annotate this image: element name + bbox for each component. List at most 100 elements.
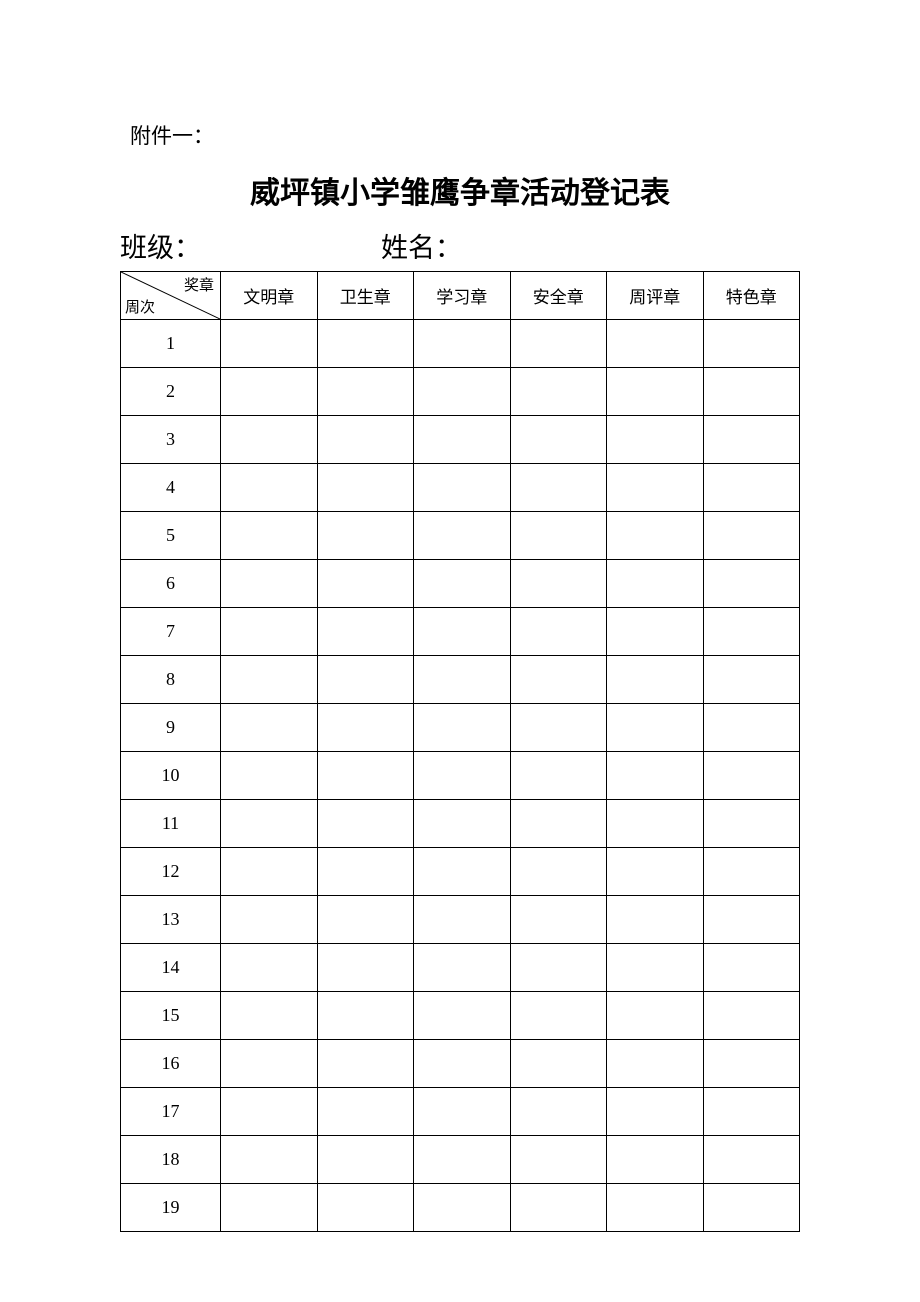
table-cell [414, 944, 511, 992]
table-cell [607, 1136, 704, 1184]
table-row: 9 [121, 704, 800, 752]
table-cell [317, 992, 414, 1040]
table-cell [703, 608, 800, 656]
table-row: 14 [121, 944, 800, 992]
table-cell [221, 1088, 318, 1136]
table-cell [510, 560, 607, 608]
table-row: 15 [121, 992, 800, 1040]
table-cell [221, 848, 318, 896]
table-cell [703, 896, 800, 944]
table-cell [510, 656, 607, 704]
table-cell [317, 608, 414, 656]
row-label-cell: 8 [121, 656, 221, 704]
table-cell [414, 416, 511, 464]
table-row: 6 [121, 560, 800, 608]
table-cell [510, 704, 607, 752]
table-cell [703, 1184, 800, 1232]
table-cell [317, 1184, 414, 1232]
table-row: 10 [121, 752, 800, 800]
table-cell [414, 464, 511, 512]
table-cell [317, 848, 414, 896]
column-header: 安全章 [510, 272, 607, 320]
table-cell [221, 800, 318, 848]
row-label-cell: 17 [121, 1088, 221, 1136]
table-cell [510, 1088, 607, 1136]
table-cell [414, 368, 511, 416]
table-cell [607, 1184, 704, 1232]
table-row: 13 [121, 896, 800, 944]
table-cell [414, 800, 511, 848]
table-cell [317, 704, 414, 752]
table-cell [414, 560, 511, 608]
table-cell [703, 704, 800, 752]
row-label-cell: 15 [121, 992, 221, 1040]
table-cell [317, 464, 414, 512]
table-cell [607, 896, 704, 944]
table-cell [414, 1088, 511, 1136]
table-row: 18 [121, 1136, 800, 1184]
row-label-cell: 13 [121, 896, 221, 944]
table-cell [414, 656, 511, 704]
row-label-cell: 5 [121, 512, 221, 560]
table-cell [607, 1088, 704, 1136]
table-cell [510, 896, 607, 944]
table-cell [317, 944, 414, 992]
table-cell [221, 896, 318, 944]
table-cell [414, 896, 511, 944]
table-cell [221, 704, 318, 752]
table-cell [221, 1184, 318, 1232]
row-label-cell: 3 [121, 416, 221, 464]
table-cell [317, 416, 414, 464]
row-label-cell: 11 [121, 800, 221, 848]
table-row: 16 [121, 1040, 800, 1088]
page-title: 威坪镇小学雏鹰争章活动登记表 [120, 168, 800, 212]
table-cell [221, 416, 318, 464]
row-label-cell: 19 [121, 1184, 221, 1232]
table-cell [703, 800, 800, 848]
table-cell [607, 704, 704, 752]
table-cell [221, 560, 318, 608]
table-cell [607, 560, 704, 608]
table-cell [510, 512, 607, 560]
attachment-label: 附件一： [130, 120, 800, 150]
table-cell [607, 800, 704, 848]
table-cell [703, 752, 800, 800]
table-cell [510, 848, 607, 896]
form-fields: 班级： 姓名： [120, 226, 800, 265]
table-header-row: 奖章 周次 文明章 卫生章 学习章 安全章 周评章 特色章 [121, 272, 800, 320]
table-row: 11 [121, 800, 800, 848]
table-cell [703, 1088, 800, 1136]
table-cell [607, 1040, 704, 1088]
row-label-cell: 12 [121, 848, 221, 896]
table-cell [317, 896, 414, 944]
table-row: 1 [121, 320, 800, 368]
table-cell [607, 320, 704, 368]
table-cell [221, 944, 318, 992]
table-cell [703, 464, 800, 512]
row-label-cell: 4 [121, 464, 221, 512]
table-cell [317, 1040, 414, 1088]
table-cell [703, 656, 800, 704]
table-cell [510, 1136, 607, 1184]
table-cell [317, 1088, 414, 1136]
table-cell [510, 992, 607, 1040]
table-cell [317, 1136, 414, 1184]
table-cell [414, 1184, 511, 1232]
table-cell [317, 800, 414, 848]
name-label: 姓名： [381, 226, 462, 265]
column-header: 学习章 [414, 272, 511, 320]
registration-table: 奖章 周次 文明章 卫生章 学习章 安全章 周评章 特色章 1234567891… [120, 271, 800, 1232]
table-cell [414, 1040, 511, 1088]
table-cell [607, 512, 704, 560]
table-cell [703, 848, 800, 896]
diagonal-col-header: 奖章 [184, 274, 214, 295]
table-cell [607, 656, 704, 704]
table-cell [221, 1136, 318, 1184]
table-row: 4 [121, 464, 800, 512]
table-cell [317, 656, 414, 704]
table-cell [607, 848, 704, 896]
row-label-cell: 2 [121, 368, 221, 416]
row-label-cell: 7 [121, 608, 221, 656]
table-row: 17 [121, 1088, 800, 1136]
table-cell [510, 800, 607, 848]
